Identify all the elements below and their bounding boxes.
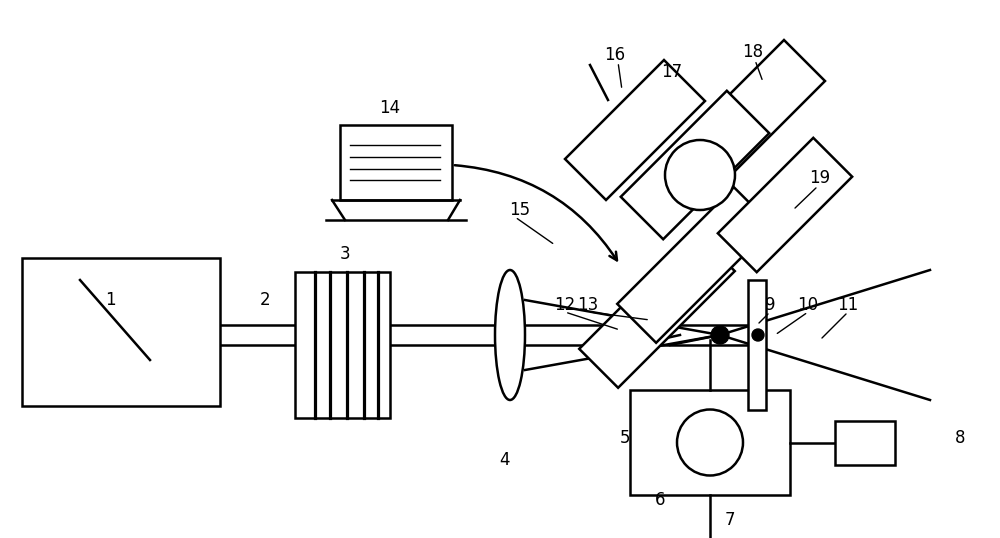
Polygon shape xyxy=(685,40,825,180)
Bar xyxy=(835,421,895,464)
Text: 9: 9 xyxy=(765,296,775,314)
Circle shape xyxy=(677,409,743,476)
Bar xyxy=(295,272,390,418)
Text: 13: 13 xyxy=(577,296,599,314)
Text: 2: 2 xyxy=(260,291,270,309)
Text: 16: 16 xyxy=(604,46,626,64)
Text: 5: 5 xyxy=(620,429,630,447)
Bar xyxy=(630,390,790,495)
Bar xyxy=(748,280,766,410)
FancyArrowPatch shape xyxy=(455,165,617,260)
Polygon shape xyxy=(579,232,735,388)
Text: 19: 19 xyxy=(809,169,831,187)
Text: 12: 12 xyxy=(554,296,576,314)
Ellipse shape xyxy=(495,270,525,400)
Text: 18: 18 xyxy=(742,43,764,61)
Polygon shape xyxy=(621,91,769,239)
Text: 3: 3 xyxy=(340,245,350,263)
Text: 7: 7 xyxy=(725,511,735,529)
Polygon shape xyxy=(617,187,773,343)
Text: 4: 4 xyxy=(500,451,510,469)
Bar xyxy=(22,258,220,406)
Circle shape xyxy=(711,326,729,344)
Text: 14: 14 xyxy=(379,99,401,117)
Text: 17: 17 xyxy=(661,63,683,81)
Text: 15: 15 xyxy=(509,201,531,219)
Circle shape xyxy=(752,329,764,341)
Text: 10: 10 xyxy=(797,296,819,314)
Polygon shape xyxy=(718,138,852,272)
Polygon shape xyxy=(565,60,705,200)
Text: 8: 8 xyxy=(955,429,965,447)
Text: 11: 11 xyxy=(837,296,859,314)
Text: 1: 1 xyxy=(105,291,115,309)
Text: 6: 6 xyxy=(655,491,665,509)
Bar xyxy=(340,125,452,200)
Circle shape xyxy=(665,140,735,210)
